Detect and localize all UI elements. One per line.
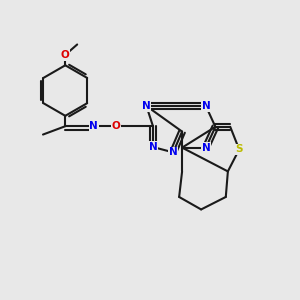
Text: N: N — [202, 101, 210, 111]
Text: N: N — [202, 142, 210, 153]
Text: N: N — [89, 121, 98, 131]
Text: O: O — [111, 121, 120, 131]
Text: S: S — [236, 144, 243, 154]
Text: N: N — [169, 147, 178, 158]
Text: O: O — [61, 50, 70, 60]
Text: N: N — [142, 101, 151, 111]
Text: N: N — [148, 142, 157, 152]
